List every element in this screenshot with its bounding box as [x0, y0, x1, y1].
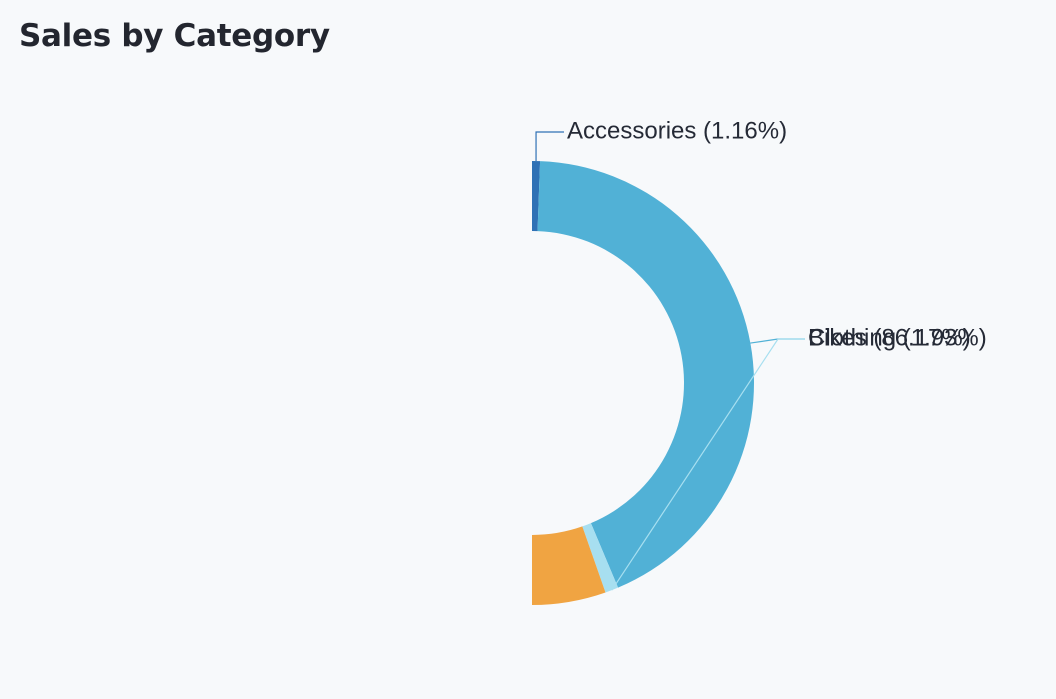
slice-label-bikes: Bikes (86.17%) — [808, 324, 971, 351]
chart-title: Sales by Category — [19, 18, 330, 54]
slice-label-clothing: Clothing (1.93%) — [808, 324, 987, 351]
slice-label-accessories: Accessories (1.16%) — [567, 117, 787, 144]
donut-slice-unlabeled[interactable] — [532, 526, 606, 605]
donut-slice-accessories[interactable] — [532, 161, 541, 232]
leader-line-clothing — [611, 338, 805, 591]
donut-slice-clothing[interactable] — [582, 523, 619, 593]
donut-slice-bikes[interactable] — [537, 161, 754, 588]
leader-line-accessories — [535, 131, 564, 162]
